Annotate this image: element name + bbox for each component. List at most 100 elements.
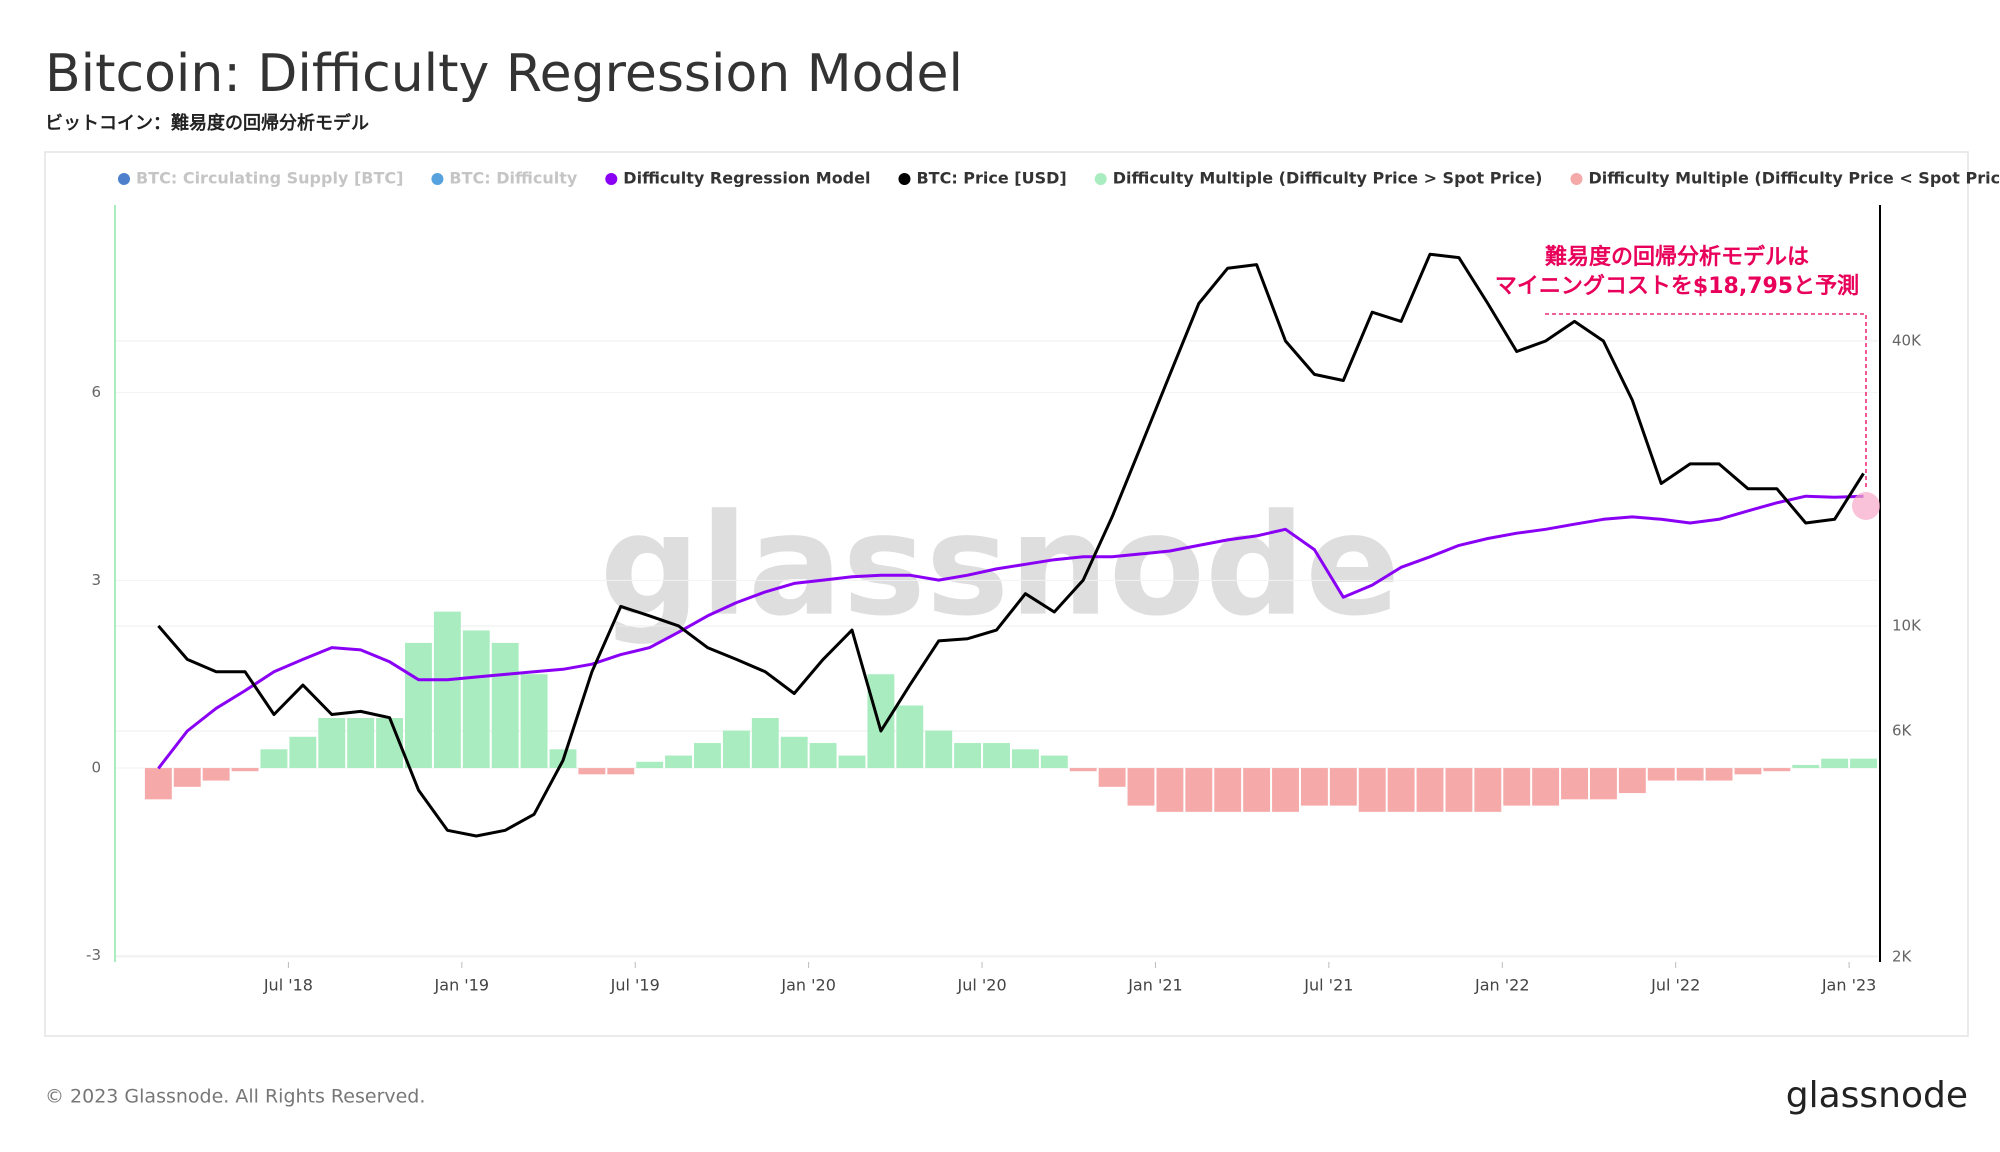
bar [318, 718, 346, 769]
bar [1011, 749, 1039, 769]
bar [231, 768, 259, 772]
subtitle: ビットコイン：難易度の回帰分析モデル [45, 112, 369, 134]
legend-swatch [605, 173, 618, 185]
bar [260, 749, 288, 769]
bar [1705, 768, 1733, 781]
bar [636, 761, 664, 769]
bar [1214, 768, 1242, 812]
annotation-line: マイニングコストを$18,795と予測 [1495, 273, 1859, 299]
bar [202, 768, 230, 781]
bar [665, 755, 693, 769]
bar [1561, 768, 1588, 800]
bar [347, 718, 375, 769]
bar [1329, 768, 1357, 806]
bar [462, 630, 490, 769]
bar [433, 611, 461, 769]
footer: © 2023 Glassnode. All Rights Reserved. [45, 1086, 425, 1108]
bar [520, 674, 548, 769]
bar [983, 743, 1010, 769]
bar [1127, 768, 1155, 806]
bar [1243, 768, 1271, 812]
bar [1734, 768, 1762, 775]
x-tick-label: Jul '18 [263, 976, 313, 995]
bar [173, 768, 201, 787]
bar [867, 674, 895, 769]
bar [491, 642, 519, 769]
bar [578, 768, 606, 775]
annotation-marker [1852, 492, 1880, 520]
bar [1156, 768, 1184, 812]
bar [1474, 768, 1502, 812]
x-tick-label: Jul '19 [610, 976, 660, 995]
legend: BTC: Circulating Supply [BTC] BTC: Diffic… [118, 169, 2000, 188]
y-tick-label: 6 [91, 383, 101, 401]
bar [1676, 768, 1704, 781]
y-tick-label: 3 [91, 571, 101, 589]
y2-tick-label: 2K [1892, 947, 1913, 965]
x-tick-label: Jul '20 [956, 976, 1006, 995]
legend-label: BTC: Difficulty [449, 169, 577, 188]
annotation-line: 難易度の回帰分析モデルは [1545, 244, 1809, 270]
line [157, 252, 1865, 838]
bar [809, 743, 837, 769]
x-tick-label: Jan '19 [434, 976, 490, 995]
legend-swatch [1570, 173, 1583, 185]
y2-tick-label: 10K [1892, 616, 1922, 634]
bar [1185, 768, 1213, 812]
x-tick-label: Jan '22 [1474, 976, 1530, 995]
bar [1503, 768, 1531, 806]
bar [1647, 768, 1675, 781]
bar [1358, 768, 1386, 812]
bar [1416, 768, 1444, 812]
bar [607, 768, 635, 775]
y-tick-label: 0 [91, 759, 101, 777]
bar [1618, 768, 1646, 794]
bar [694, 743, 721, 769]
legend-swatch [431, 173, 444, 185]
bar [1589, 768, 1617, 800]
legend-swatch [898, 173, 911, 185]
legend-label: Difficulty Multiple (Difficulty Price < … [1588, 169, 2000, 188]
bar [1387, 768, 1415, 812]
bar [838, 755, 866, 769]
bar [1300, 768, 1328, 806]
bar [954, 743, 982, 769]
bar [289, 736, 317, 769]
bar [1532, 768, 1560, 806]
legend-label: Difficulty Regression Model [623, 169, 870, 188]
bar [1272, 768, 1299, 812]
y2-tick-label: 6K [1892, 721, 1913, 739]
bar [722, 730, 750, 769]
y-tick-label: -3 [86, 946, 101, 964]
annotation-pointer [1545, 313, 1867, 490]
watermark: glassnode [600, 485, 1400, 648]
x-tick-label: Jan '23 [1821, 976, 1877, 995]
bar [405, 642, 432, 769]
x-tick-label: Jan '20 [780, 976, 836, 995]
legend-label: BTC: Price [USD] [916, 169, 1066, 188]
plot: 2K 6K 10K 40K -3 0 3 6 Jul '18 Jan '19 Jul '19 Jan … [86, 205, 1922, 995]
bar [751, 718, 779, 769]
bar [1763, 768, 1791, 772]
bar [144, 768, 172, 800]
x-tick-label: Jan '21 [1127, 976, 1183, 995]
chart-frame [44, 151, 1969, 1037]
bar [925, 730, 953, 769]
y2-tick-label: 40K [1892, 331, 1922, 349]
bar [1040, 755, 1068, 769]
bar [1850, 758, 1877, 769]
bar [1821, 758, 1849, 769]
bar [1069, 768, 1097, 772]
bar [1445, 768, 1473, 812]
legend-swatch [118, 173, 130, 185]
legend-label: BTC: Circulating Supply [BTC] [136, 169, 403, 188]
x-tick-label: Jul '22 [1650, 976, 1700, 995]
legend-label: Difficulty Multiple (Difficulty Price > … [1113, 169, 1543, 188]
bar [896, 705, 924, 769]
line [157, 494, 1864, 770]
x-tick-label: Jul '21 [1303, 976, 1353, 995]
bar [1792, 764, 1820, 769]
legend-swatch [1094, 173, 1107, 185]
bar [780, 736, 808, 769]
